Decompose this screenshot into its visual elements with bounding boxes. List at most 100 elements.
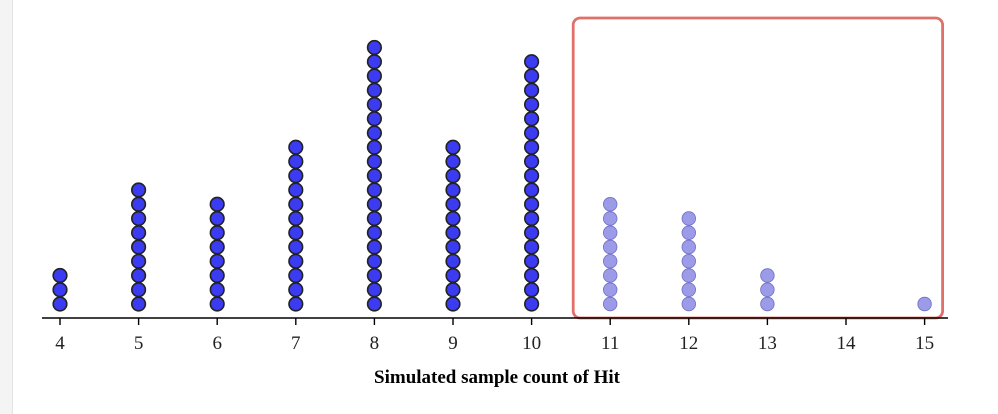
data-dot — [603, 282, 618, 297]
data-dot — [681, 282, 697, 297]
x-tick-label: 4 — [55, 333, 65, 354]
data-dot — [131, 182, 147, 198]
data-dot — [523, 239, 540, 255]
x-tick-label: 7 — [291, 333, 301, 354]
data-dot — [288, 182, 304, 198]
data-dot — [523, 282, 540, 298]
data-dot — [445, 239, 461, 255]
data-dot — [681, 225, 697, 240]
data-dot — [131, 253, 147, 269]
data-dot — [366, 96, 383, 113]
data-dot — [603, 254, 618, 269]
data-dot — [523, 210, 540, 227]
data-dot — [366, 182, 383, 198]
data-dot — [366, 168, 383, 184]
data-dot — [288, 296, 304, 312]
data-dot — [523, 182, 540, 198]
data-dot — [445, 139, 461, 155]
x-tick-label: 14 — [837, 333, 857, 354]
data-dot — [523, 68, 540, 84]
x-axis-label: Simulated sample count of Hit — [374, 367, 621, 388]
data-dot — [445, 282, 461, 298]
data-dot — [445, 182, 461, 198]
data-dot — [445, 210, 461, 227]
data-dot — [366, 296, 383, 312]
x-axis: 4 5 6 7 8 9 10 11 12 13 14 15 — [42, 317, 948, 354]
data-dot — [366, 239, 383, 255]
data-dot — [366, 139, 383, 155]
data-dot — [366, 153, 383, 170]
data-dot — [445, 196, 461, 212]
data-dot — [917, 296, 932, 312]
data-dot — [366, 111, 383, 127]
data-dot — [445, 225, 461, 241]
dots-layer — [52, 39, 932, 312]
data-dot — [52, 282, 68, 298]
data-dot — [445, 168, 461, 184]
data-dot — [131, 225, 147, 241]
data-dot — [760, 268, 775, 283]
data-dot — [523, 196, 540, 212]
data-dot — [366, 267, 383, 284]
data-dot — [288, 139, 304, 155]
data-dot — [288, 210, 304, 227]
data-dot — [288, 253, 304, 269]
data-dot — [523, 125, 540, 141]
x-tick-label: 5 — [134, 333, 144, 354]
data-dot — [366, 253, 383, 269]
data-dot — [209, 225, 225, 241]
data-dot — [366, 125, 383, 141]
data-dot — [603, 225, 618, 240]
data-dot — [366, 39, 383, 56]
data-dot — [366, 54, 383, 70]
data-dot — [445, 267, 461, 284]
data-dot — [523, 225, 540, 241]
data-dot — [445, 296, 461, 312]
x-tick-label: 11 — [601, 333, 619, 354]
data-dot — [523, 296, 540, 312]
data-dot — [209, 210, 225, 227]
data-dot — [760, 296, 775, 312]
data-dot — [523, 168, 540, 184]
data-dot — [131, 267, 147, 284]
data-dot — [681, 268, 697, 283]
data-dot — [288, 282, 304, 298]
data-dot — [131, 296, 147, 312]
x-tick-label: 13 — [758, 333, 777, 354]
data-dot — [366, 225, 383, 241]
data-dot — [209, 296, 225, 312]
data-dot — [288, 196, 304, 212]
data-dot — [288, 267, 304, 284]
data-dot — [131, 239, 147, 255]
data-dot — [288, 239, 304, 255]
x-tick-label: 15 — [915, 333, 934, 354]
data-dot — [603, 268, 618, 283]
left-frame-edge — [0, 0, 13, 414]
data-dot — [288, 225, 304, 241]
data-dot — [523, 111, 540, 127]
data-dot — [131, 210, 147, 227]
data-dot — [209, 282, 225, 298]
data-dot — [445, 253, 461, 269]
data-dot — [523, 139, 540, 155]
data-dot — [52, 296, 68, 312]
data-dot — [209, 196, 225, 212]
data-dot — [603, 296, 618, 312]
data-dot — [366, 68, 383, 84]
data-dot — [603, 239, 618, 255]
x-tick-label: 9 — [448, 333, 458, 354]
data-dot — [681, 239, 697, 255]
data-dot — [209, 253, 225, 269]
data-dot — [445, 153, 461, 170]
highlight-region — [571, 16, 945, 320]
data-dot — [366, 210, 383, 227]
data-dot — [131, 282, 147, 298]
data-dot — [523, 82, 540, 98]
data-dot — [131, 196, 147, 212]
x-tick-label: 8 — [370, 333, 380, 354]
data-dot — [523, 153, 540, 170]
data-dot — [681, 254, 697, 269]
data-dot — [523, 267, 540, 284]
data-dot — [52, 267, 68, 284]
data-dot — [523, 54, 540, 70]
